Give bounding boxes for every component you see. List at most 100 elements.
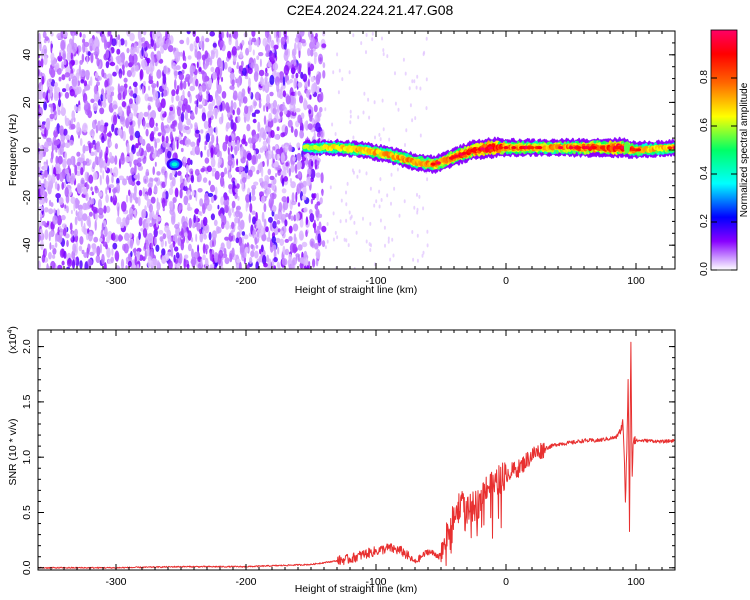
noise-dot [180,241,185,251]
noise-dot [126,47,130,54]
noise-dot [251,184,257,190]
noise-dot [184,179,188,187]
noise-dot [155,98,161,109]
noise-dot [186,263,190,269]
noise-dot [300,39,306,44]
noise-dot [238,216,241,227]
noise-dot [161,128,166,137]
noise-dot [362,110,365,115]
trace-peak [599,146,605,150]
noise-dot [137,117,141,129]
noise-dot [117,34,121,41]
noise-dot [299,31,305,37]
y-tick-label: -20 [21,190,33,205]
noise-dot [150,131,155,137]
noise-dot [282,76,286,87]
noise-dot [38,179,42,189]
noise-dot [134,255,137,266]
noise-dot [292,223,299,232]
noise-dot [183,232,188,238]
noise-dot [277,228,281,233]
noise-dot [175,252,180,259]
noise-dot [112,242,118,250]
noise-dot [199,232,204,243]
noise-dot [268,112,273,122]
noise-dot [208,116,212,125]
noise-dot [95,254,101,264]
noise-dot [106,132,113,137]
noise-dot [276,35,279,43]
noise-dot [306,159,309,165]
noise-dot [315,32,318,39]
noise-dot [179,188,183,199]
noise-dot [69,38,73,45]
noise-dot [214,252,218,263]
noise-dot [313,219,316,231]
noise-dot [236,258,241,264]
noise-dot [240,219,245,230]
noise-dot [210,66,215,73]
noise-dot [97,99,101,106]
noise-dot [154,147,157,158]
noise-dot [179,253,183,264]
noise-dot [422,52,425,57]
noise-dot [127,253,131,261]
noise-dot [373,203,376,208]
noise-dot [70,59,76,66]
noise-dot [280,86,283,94]
noise-dot [121,101,127,108]
noise-dot [229,253,233,263]
noise-dot [267,144,271,151]
noise-dot [120,155,125,165]
noise-dot [217,84,222,94]
noise-dot [270,130,275,138]
noise-dot [282,104,286,110]
noise-dot [98,198,102,210]
noise-dot [89,159,92,164]
noise-dot [204,157,210,164]
noise-dot [165,142,170,148]
noise-dot [310,37,316,48]
noise-dot [242,67,247,77]
noise-dot [251,210,256,215]
noise-dot [38,90,44,100]
noise-dot [142,186,145,197]
noise-dot [133,185,137,194]
noise-dot [291,200,297,206]
noise-dot [236,158,239,166]
noise-dot [196,61,199,69]
noise-dot [184,111,189,121]
noise-dot [315,122,321,133]
noise-dot [205,132,210,143]
noise-dot [51,244,55,250]
noise-dot [299,219,304,228]
noise-dot [264,31,270,39]
noise-dot [129,239,133,249]
noise-dot [348,210,351,215]
noise-dot [119,85,125,92]
noise-dot [123,83,128,89]
noise-dot [127,260,132,268]
noise-dot [124,156,131,163]
noise-dot [283,64,290,76]
noise-dot [105,236,110,244]
noise-dot [111,38,117,47]
noise-dot [290,126,294,133]
noise-dot [313,55,317,65]
noise-dot [209,250,213,261]
noise-dot [112,166,119,178]
noise-dot [87,51,91,57]
noise-dot [50,105,54,114]
noise-dot [88,174,94,184]
noise-dot [102,170,105,180]
noise-dot [297,171,302,179]
noise-dot [169,172,173,181]
noise-dot [271,149,274,159]
noise-dot [74,199,80,206]
noise-dot [316,132,321,138]
noise-dot [381,98,384,103]
noise-dot [272,178,277,185]
noise-dot [183,156,187,163]
noise-dot [272,99,278,109]
noise-dot [215,48,219,59]
